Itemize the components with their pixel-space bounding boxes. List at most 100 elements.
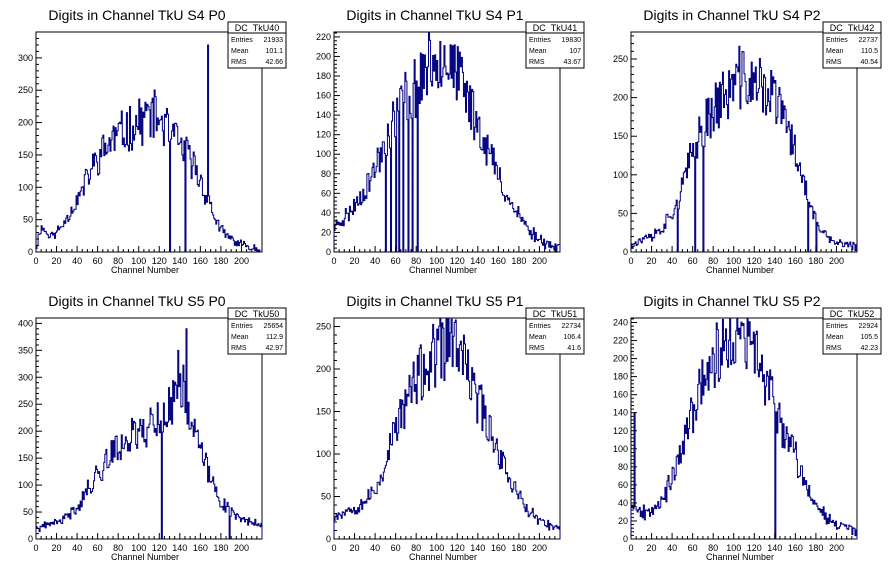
stats-label: Entries <box>529 37 551 44</box>
y-tick-label: 140 <box>613 408 628 418</box>
y-tick-label: 350 <box>18 345 33 355</box>
stats-label: RMS <box>529 59 545 66</box>
x-tick-label: 20 <box>350 543 360 553</box>
panel-0: 0 20 40 60 80 100 120 140 160 180 200 0 50 100 150 200 2… <box>18 7 287 275</box>
stats-label: RMS <box>826 345 842 352</box>
histogram-series <box>333 31 561 253</box>
x-tick-label: 60 <box>93 256 103 266</box>
x-axis-label: Channel Number <box>706 552 774 562</box>
y-tick-label: 0 <box>623 534 628 544</box>
x-tick-label: 80 <box>708 543 718 553</box>
y-tick-label: 140 <box>316 110 331 120</box>
y-tick-label: 0 <box>326 534 331 544</box>
x-tick-label: 20 <box>647 256 657 266</box>
y-tick-label: 100 <box>613 444 628 454</box>
x-tick-label: 60 <box>391 256 401 266</box>
stats-box-frame <box>525 21 585 69</box>
histogram-series <box>35 44 262 253</box>
y-tick-label: 20 <box>618 516 628 526</box>
y-tick-label: 80 <box>618 462 628 472</box>
x-tick-label: 100 <box>429 543 444 553</box>
panel-3: 0 20 40 60 80 100 120 140 160 180 200 0 50 100 150 200 2… <box>18 293 287 562</box>
x-tick-label: 180 <box>808 256 823 266</box>
stats-label: Entries <box>231 37 253 44</box>
stats-box-frame <box>525 307 585 355</box>
panel-4: 0 20 40 60 80 100 120 140 160 180 200 0 50 100 150 200 2… <box>316 293 585 562</box>
stats-value: 105.5 <box>860 334 878 341</box>
panel-5: 0 20 40 60 80 100 120 140 160 180 200 0 20 40 60 80 100 1… <box>613 293 882 562</box>
stats-box: DC_TkU50 Entries 25654 Mean 112.9 RMS 42.97 <box>227 307 287 355</box>
stats-value: 22924 <box>859 323 879 330</box>
x-tick-label: 100 <box>131 256 146 266</box>
y-tick-label: 20 <box>321 227 331 237</box>
stats-label: RMS <box>826 59 842 66</box>
x-axis-label: Channel Number <box>409 265 477 275</box>
x-tick-label: 140 <box>470 256 485 266</box>
x-tick-label: 60 <box>688 256 698 266</box>
x-tick-label: 40 <box>370 543 380 553</box>
chart-title: Digits in Channel TkU S5 P2 <box>643 293 820 309</box>
x-axis-label: Channel Number <box>111 552 179 562</box>
x-tick-label: 40 <box>667 543 677 553</box>
y-tick-label: 100 <box>18 480 33 490</box>
stats-label: Mean <box>826 48 844 55</box>
x-tick-label: 200 <box>532 256 547 266</box>
stats-label: Mean <box>231 334 249 341</box>
stats-value: 22737 <box>859 37 879 44</box>
x-tick-label: 140 <box>172 543 187 553</box>
x-tick-label: 140 <box>767 256 782 266</box>
x-axis-label: Channel Number <box>409 552 477 562</box>
x-tick-label: 40 <box>370 256 380 266</box>
y-tick-label: 400 <box>18 318 33 328</box>
stats-value: 101.1 <box>265 48 283 55</box>
x-tick-label: 60 <box>391 543 401 553</box>
stats-name: DC_TkU40 <box>235 23 280 33</box>
x-tick-label: 180 <box>511 256 526 266</box>
x-tick-label: 180 <box>808 543 823 553</box>
x-tick-label: 100 <box>726 543 741 553</box>
y-tick-label: 0 <box>623 247 628 257</box>
x-axis-label: Channel Number <box>706 265 774 275</box>
x-tick-label: 200 <box>234 256 249 266</box>
stats-value: 21933 <box>264 37 284 44</box>
x-tick-label: 160 <box>193 543 208 553</box>
x-tick-label: 180 <box>511 543 526 553</box>
y-tick-label: 150 <box>18 453 33 463</box>
y-tick-label: 200 <box>316 51 331 61</box>
x-tick-label: 0 <box>628 256 633 266</box>
chart-title: Digits in Channel TkU S4 P0 <box>48 7 225 23</box>
stats-value: 110.5 <box>861 48 878 55</box>
x-tick-label: 120 <box>152 256 167 266</box>
x-tick-label: 80 <box>708 256 718 266</box>
y-tick-label: 250 <box>316 322 331 332</box>
stats-name: DC_TkU41 <box>533 23 578 33</box>
x-axis-label: Channel Number <box>111 265 179 275</box>
stats-label: Mean <box>529 334 547 341</box>
stats-label: Entries <box>826 323 848 330</box>
y-tick-label: 60 <box>618 480 628 490</box>
panel-1: 0 20 40 60 80 100 120 140 160 180 200 0 20 40 60 80 100 1… <box>316 7 585 275</box>
x-tick-label: 60 <box>93 543 103 553</box>
panel-2: 0 20 40 60 80 100 120 140 160 180 200 0 50 100 150 200 2… <box>613 7 882 275</box>
chart-title: Digits in Channel TkU S4 P1 <box>346 7 523 23</box>
x-tick-label: 100 <box>131 543 146 553</box>
x-tick-label: 160 <box>788 256 803 266</box>
y-tick-label: 120 <box>613 426 628 436</box>
histogram-series <box>630 45 858 253</box>
x-tick-label: 80 <box>113 543 123 553</box>
stats-name: DC_TkU42 <box>830 23 875 33</box>
x-tick-label: 0 <box>33 543 38 553</box>
x-tick-label: 0 <box>331 543 336 553</box>
x-tick-label: 180 <box>213 256 228 266</box>
stats-value: 25654 <box>264 323 284 330</box>
stats-label: Entries <box>529 323 551 330</box>
x-tick-label: 200 <box>829 256 844 266</box>
stats-value: 106.4 <box>563 334 581 341</box>
x-tick-label: 20 <box>350 256 360 266</box>
y-tick-label: 240 <box>613 318 628 328</box>
y-tick-label: 0 <box>326 247 331 257</box>
y-tick-label: 300 <box>18 53 33 63</box>
stats-value: 40.54 <box>860 59 878 66</box>
stats-box: DC_TkU40 Entries 21933 Mean 101.1 RMS 42.66 <box>227 21 287 69</box>
y-tick-label: 180 <box>613 372 628 382</box>
